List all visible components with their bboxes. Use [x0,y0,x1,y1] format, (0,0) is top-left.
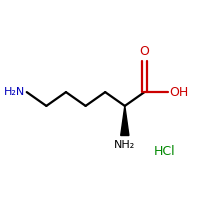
Text: OH: OH [170,86,189,99]
Text: NH₂: NH₂ [114,140,135,150]
Text: HCl: HCl [154,145,176,158]
Text: O: O [139,45,149,58]
Text: H₂N: H₂N [4,87,25,97]
Polygon shape [121,106,129,136]
